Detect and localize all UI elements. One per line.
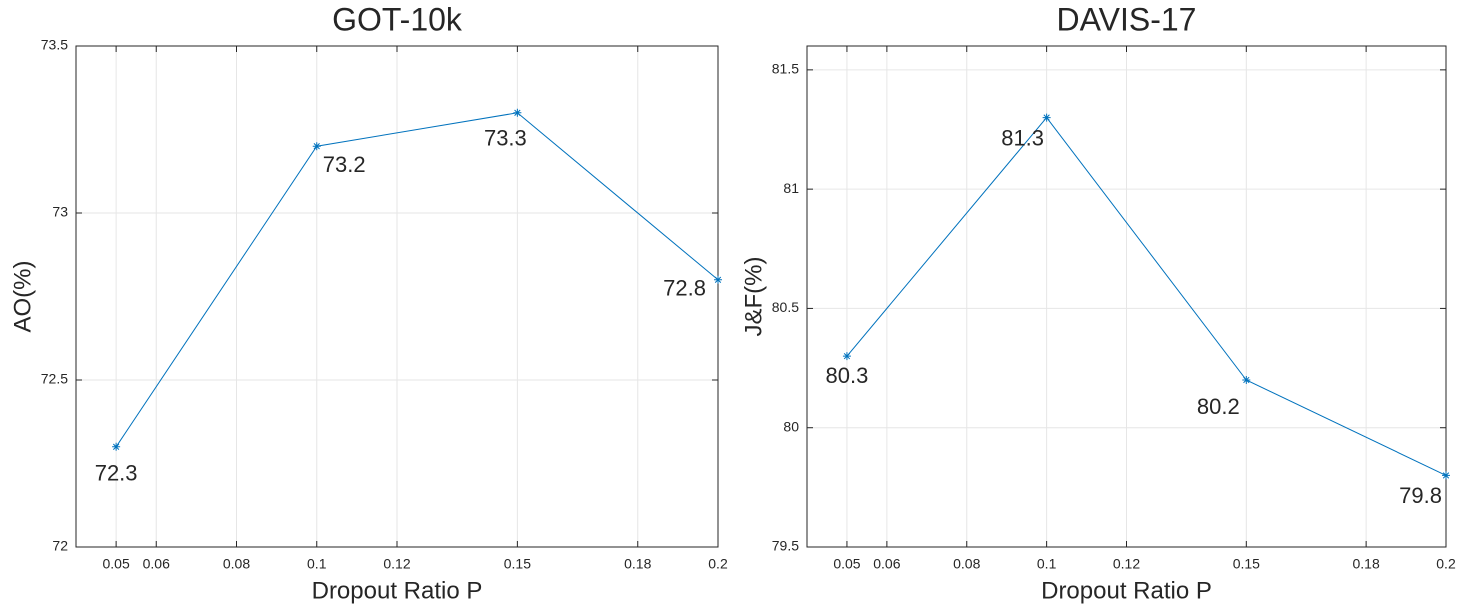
marker <box>842 352 851 361</box>
marker <box>1242 376 1251 384</box>
x-tick-label: 0.18 <box>624 556 651 572</box>
y-tick-label: 80.5 <box>772 299 799 315</box>
x-tick-label: 0.08 <box>953 556 980 572</box>
y-tick-label: 73 <box>52 204 68 220</box>
y-tick-label: 73.5 <box>41 37 68 53</box>
marker <box>1442 471 1450 480</box>
marker <box>513 108 522 117</box>
marker <box>1042 113 1051 122</box>
y-tick-label: 81 <box>783 180 799 196</box>
x-tick-label: 0.12 <box>1113 556 1140 572</box>
data-line <box>115 112 719 448</box>
axes-box <box>806 45 1447 548</box>
y-axis-label: AO(%) <box>9 261 36 333</box>
x-tick-label: 0.06 <box>143 556 170 572</box>
marker <box>112 442 121 451</box>
axes-box <box>75 45 719 548</box>
chart-title: GOT-10k <box>332 1 463 37</box>
data-line <box>846 116 1447 476</box>
x-tick-label: 0.05 <box>833 556 860 572</box>
y-axis-label: J&F(%) <box>740 257 767 337</box>
y-tick-label: 72 <box>52 538 68 554</box>
x-axis-label: Dropout Ratio P <box>1041 577 1212 604</box>
data-label: 73.2 <box>323 152 366 177</box>
marker <box>312 142 321 151</box>
marker <box>714 275 722 284</box>
data-label: 81.3 <box>1001 125 1044 150</box>
x-tick-label: 0.2 <box>708 556 728 572</box>
data-label: 80.2 <box>1197 394 1240 419</box>
y-tick-label: 72.5 <box>41 371 68 387</box>
data-label: 73.3 <box>484 126 527 151</box>
y-tick-label: 79.5 <box>772 538 799 554</box>
y-tick-label: 80 <box>783 418 799 434</box>
x-tick-label: 0.1 <box>1037 556 1057 572</box>
chart-title: DAVIS-17 <box>1057 1 1197 37</box>
x-tick-label: 0.15 <box>1233 556 1260 572</box>
x-tick-label: 0.05 <box>103 556 130 572</box>
data-label: 72.8 <box>663 276 706 301</box>
x-tick-label: 0.06 <box>873 556 900 572</box>
x-tick-label: 0.2 <box>1436 556 1456 572</box>
x-tick-label: 0.15 <box>504 556 531 572</box>
x-tick-label: 0.18 <box>1353 556 1380 572</box>
data-label: 79.8 <box>1399 483 1442 508</box>
x-tick-label: 0.08 <box>223 556 250 572</box>
x-tick-label: 0.1 <box>307 556 327 572</box>
x-tick-label: 0.12 <box>383 556 410 572</box>
data-label: 72.3 <box>95 461 138 486</box>
data-label: 80.3 <box>826 363 869 388</box>
y-tick-label: 81.5 <box>772 61 799 77</box>
x-axis-label: Dropout Ratio P <box>312 577 483 604</box>
